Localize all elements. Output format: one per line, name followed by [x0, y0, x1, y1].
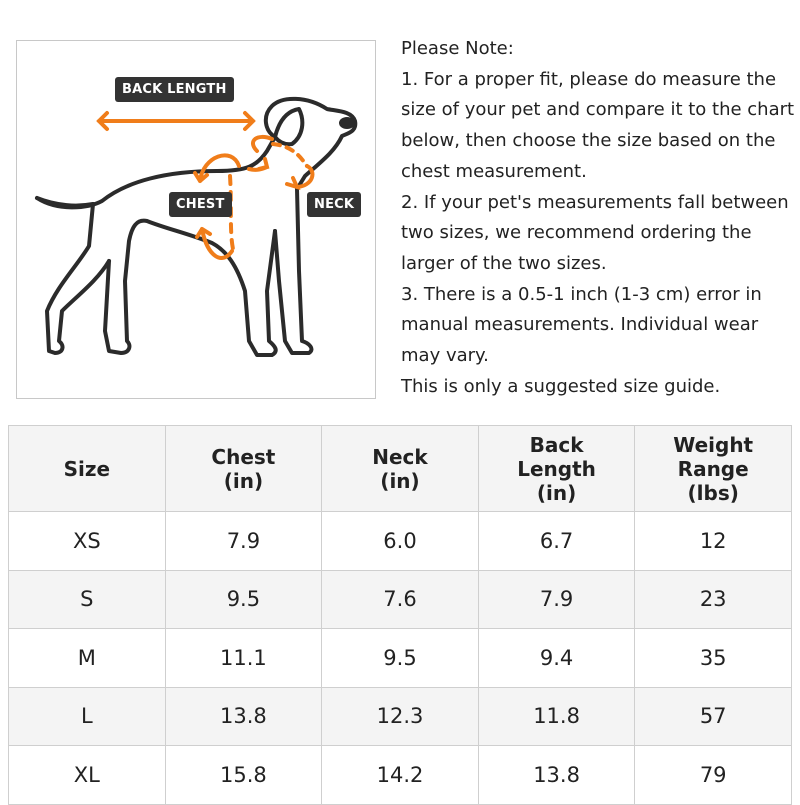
table-header-row: Size Chest (in) Neck (in) Back Length (in) Weigh…: [8, 425, 792, 512]
table-row: XL 15.8 14.2 13.8 79: [8, 745, 792, 805]
column-header-line: (in): [223, 468, 264, 493]
back-length-label: BACK LENGTH: [115, 77, 234, 102]
chest-label: CHEST: [169, 192, 232, 217]
measurement-cell: 9.4: [477, 628, 636, 688]
table-row: L 13.8 12.3 11.8 57: [8, 686, 792, 746]
size-cell: XL: [8, 745, 166, 805]
column-header: Chest (in): [164, 425, 323, 512]
measurement-cell: 6.7: [477, 511, 636, 571]
note-item: This is only a suggested size guide.: [401, 375, 721, 397]
chest-arrow-bottom: [195, 227, 234, 260]
column-header-line: (in): [536, 480, 577, 505]
neck-dashed-line: [271, 142, 309, 168]
measurement-cell: 7.9: [477, 569, 636, 629]
dog-measurement-diagram: BACK LENGTH CHEST NECK: [16, 40, 376, 399]
column-header-line: Weight: [673, 432, 754, 457]
measurement-cell: 35: [634, 628, 792, 688]
measurement-cell: 13.8: [164, 686, 323, 746]
measurement-cell: 11.1: [164, 628, 323, 688]
measurement-cell: 12.3: [321, 686, 479, 746]
column-header-line: Back: [529, 432, 584, 457]
table-row: M 11.1 9.5 9.4 35: [8, 628, 792, 688]
note-item: 2. If your pet's measurements fall betwe…: [401, 191, 789, 274]
size-cell: S: [8, 569, 166, 629]
neck-label: NECK: [307, 192, 362, 217]
chest-dashed-line: [228, 174, 236, 255]
table-row: XS 7.9 6.0 6.7 12: [8, 511, 792, 571]
dog-hind-leg: [45, 202, 111, 355]
measurement-cell: 15.8: [164, 745, 323, 805]
chest-arrow-top: [193, 153, 241, 183]
measurement-cell: 7.9: [164, 511, 323, 571]
size-cell: XS: [8, 511, 166, 571]
size-cell: L: [8, 686, 166, 746]
notes-title: Please Note:: [401, 38, 514, 59]
column-header: Size: [8, 425, 166, 512]
column-header: Neck (in): [321, 425, 479, 512]
dog-ear: [273, 107, 305, 147]
size-notes: Please Note: 1. For a proper fit, please…: [401, 34, 796, 402]
measurement-cell: 14.2: [321, 745, 479, 805]
column-header: Weight Range (lbs): [634, 425, 792, 512]
table-row: S 9.5 7.6 7.9 23: [8, 569, 792, 629]
dog-tail: [35, 196, 95, 208]
column-header-line: Chest: [211, 444, 276, 469]
neck-arrow-left: [247, 134, 274, 172]
back-length-arrow: [96, 111, 256, 131]
column-header-line: Size: [63, 456, 111, 481]
measurement-cell: 11.8: [477, 686, 636, 746]
size-chart-table: Size Chest (in) Neck (in) Back Length (in) Weigh…: [8, 425, 792, 805]
measurement-cell: 23: [634, 569, 792, 629]
measurement-cell: 57: [634, 686, 792, 746]
measurement-cell: 9.5: [164, 569, 323, 629]
measurement-cell: 6.0: [321, 511, 479, 571]
measurement-cell: 7.6: [321, 569, 479, 629]
column-header-line: (lbs): [687, 480, 739, 505]
dog-nose: [339, 117, 355, 129]
column-header-line: Length: [517, 456, 596, 481]
note-item: 3. There is a 0.5-1 inch (1-3 cm) error …: [401, 283, 762, 367]
column-header-line: (in): [380, 468, 420, 493]
neck-arrow-right: [285, 164, 315, 191]
note-item: 1. For a proper fit, please do measure t…: [401, 68, 795, 182]
dog-outline-illustration: [35, 96, 358, 357]
column-header: Back Length (in): [477, 425, 636, 512]
dog-body-outline: [35, 96, 358, 355]
column-header-line: Range: [677, 456, 749, 481]
dog-front-leg: [103, 218, 278, 357]
measurement-cell: 12: [634, 511, 792, 571]
measurement-cell: 9.5: [321, 628, 479, 688]
size-cell: M: [8, 628, 166, 688]
column-header-line: Neck: [372, 444, 428, 469]
measurement-arrows: [96, 111, 315, 260]
measurement-cell: 79: [634, 745, 792, 805]
measurement-cell: 13.8: [477, 745, 636, 805]
